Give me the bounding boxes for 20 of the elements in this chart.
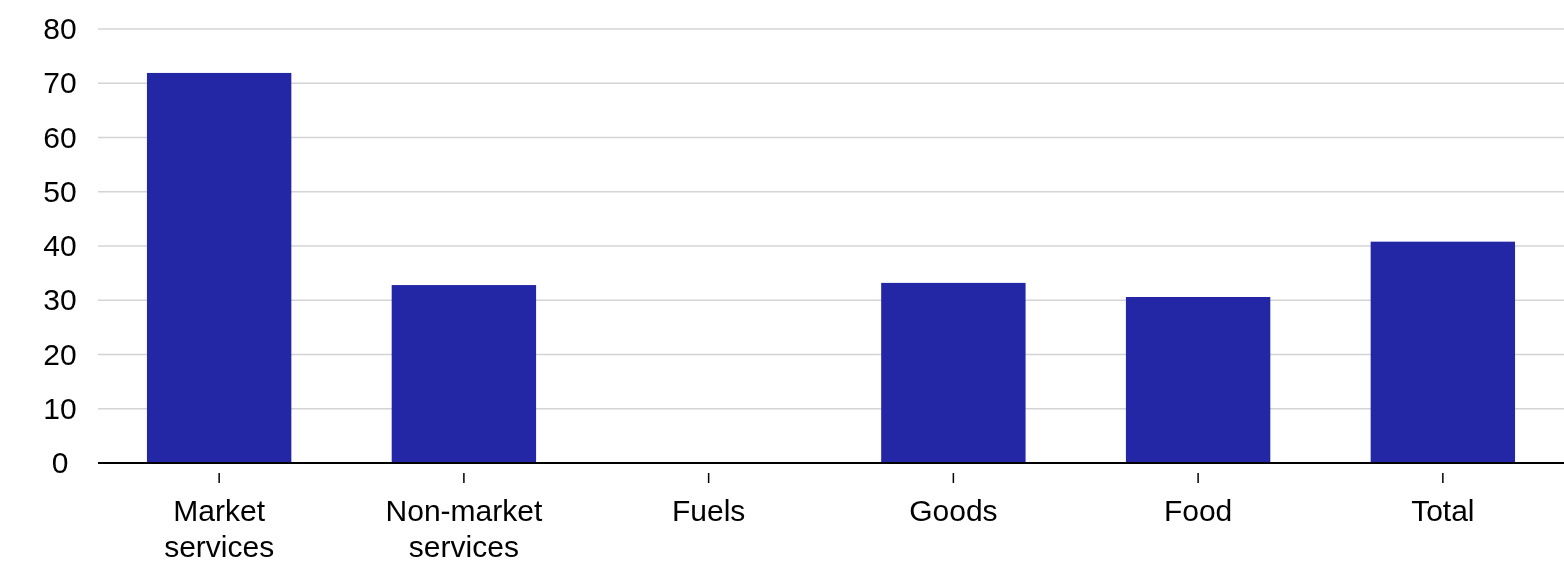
bar bbox=[1125, 297, 1271, 463]
y-tick-label: 10 bbox=[43, 391, 77, 425]
y-tick-label: 40 bbox=[43, 229, 77, 263]
y-tick-label: 50 bbox=[43, 174, 77, 208]
y-tick-label: 20 bbox=[43, 337, 77, 371]
x-tick-label: Fuels bbox=[671, 494, 746, 527]
y-tick-label: 30 bbox=[43, 283, 77, 317]
y-tick-label: 0 bbox=[51, 446, 69, 480]
bar bbox=[881, 282, 1026, 463]
x-tick-label: Goods bbox=[909, 494, 998, 527]
bar bbox=[146, 72, 292, 463]
x-tick-label: Non-market services bbox=[385, 494, 543, 563]
x-tick-label: Total bbox=[1411, 494, 1475, 527]
x-tick-label: Food bbox=[1163, 494, 1233, 527]
bar bbox=[1370, 241, 1516, 463]
bar bbox=[391, 285, 537, 463]
y-tick-label: 70 bbox=[43, 66, 77, 100]
y-tick-label: 80 bbox=[43, 12, 77, 46]
y-tick-label: 60 bbox=[43, 120, 77, 154]
x-tick-label: Market services bbox=[164, 494, 275, 563]
